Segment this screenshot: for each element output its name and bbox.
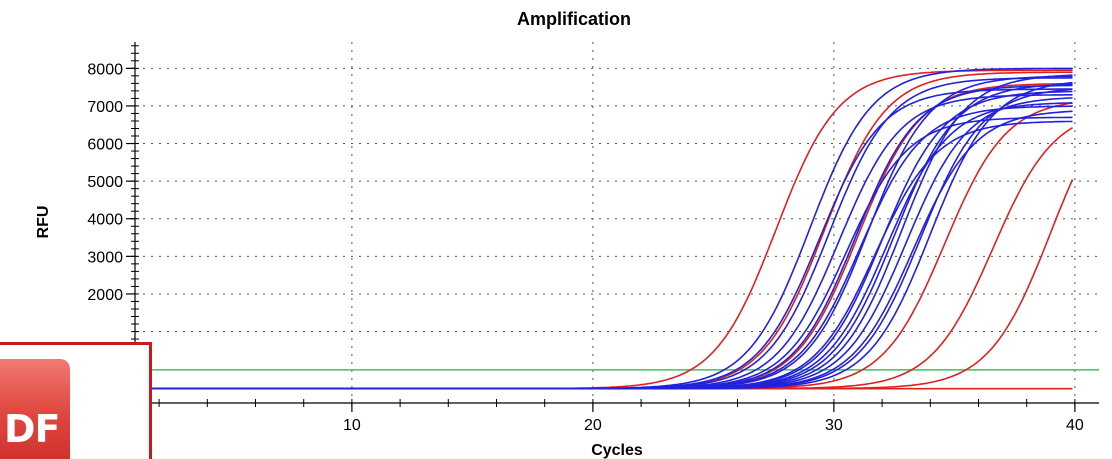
series-line-blue (135, 77, 1073, 390)
series-line-blue (135, 120, 1073, 390)
series-line-red (135, 82, 1073, 390)
x-tick-label: 20 (584, 417, 602, 434)
pdf-icon: DF (0, 359, 70, 459)
pdf-icon-label: DF (4, 407, 61, 451)
y-tick-label: 5000 (87, 174, 123, 191)
series-line-red (135, 127, 1073, 390)
series-line-blue (135, 105, 1073, 390)
chart-title: Amplification (517, 9, 631, 29)
series-line-blue (135, 94, 1073, 390)
series-line-blue (135, 81, 1073, 390)
series-group (135, 67, 1074, 390)
y-tick-label: 7000 (87, 99, 123, 116)
x-axis-label: Cycles (591, 442, 643, 459)
series-line-blue (135, 75, 1073, 390)
y-tick-label: 6000 (87, 137, 123, 154)
y-tick-label: 4000 (87, 212, 123, 229)
x-tick-label: 40 (1066, 417, 1084, 434)
y-tick-label: 3000 (87, 249, 123, 266)
pdf-badge[interactable]: DF (0, 342, 152, 459)
y-tick-label: 8000 (87, 61, 123, 78)
y-axis-label: RFU (35, 206, 52, 239)
x-tick-label: 30 (825, 417, 843, 434)
series-line-blue (135, 88, 1073, 390)
grid (135, 42, 1099, 403)
series-line-blue (135, 83, 1073, 390)
series-line-blue (135, 88, 1073, 390)
series-line-blue (135, 102, 1073, 390)
x-tick-label: 10 (343, 417, 361, 434)
series-line-blue (135, 90, 1073, 390)
y-tick-label: 2000 (87, 287, 123, 304)
series-line-red (135, 102, 1073, 390)
